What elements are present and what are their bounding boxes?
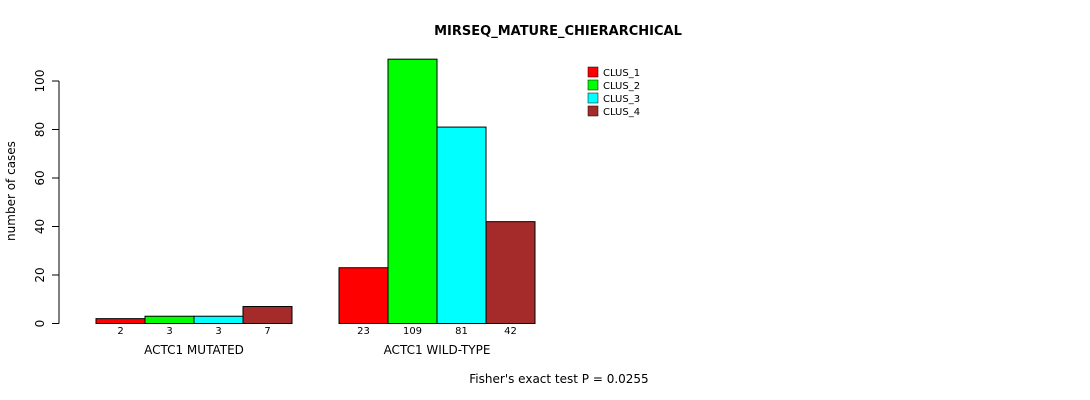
y-tick-label: 40 bbox=[33, 219, 47, 234]
bar-value-label: 81 bbox=[455, 326, 468, 337]
group-label-2: ACTC1 WILD-TYPE bbox=[384, 343, 491, 357]
fisher-test-footnote: Fisher's exact test P = 0.0255 bbox=[469, 372, 648, 386]
y-tick-label: 60 bbox=[33, 170, 47, 185]
legend-swatch bbox=[587, 66, 599, 78]
legend-label: CLUS_1 bbox=[603, 68, 640, 79]
y-axis-label: number of cases bbox=[4, 141, 18, 241]
bar-value-label: 42 bbox=[504, 326, 517, 337]
y-tick-label: 0 bbox=[33, 320, 47, 328]
bar-clus-1-group-1 bbox=[95, 318, 146, 324]
bars bbox=[95, 58, 536, 325]
bar-clus-1-group-2 bbox=[338, 267, 389, 325]
y-tick-label: 100 bbox=[33, 70, 47, 93]
bar-value-label: 7 bbox=[264, 326, 270, 337]
group-labels: ACTC1 MUTATED ACTC1 WILD-TYPE bbox=[144, 343, 490, 357]
legend: CLUS_1 CLUS_2 CLUS_3 CLUS_4 bbox=[587, 66, 640, 118]
bar-value-label: 3 bbox=[166, 326, 172, 337]
bar-clus-2-group-2 bbox=[387, 58, 438, 325]
bar-clus-2-group-1 bbox=[144, 315, 195, 325]
legend-label: CLUS_4 bbox=[603, 107, 640, 118]
legend-swatch bbox=[587, 79, 599, 91]
bar-clus-4-group-2 bbox=[485, 221, 536, 324]
bar-value-label: 23 bbox=[357, 326, 370, 337]
chart-title: MIRSEQ_MATURE_CHIERARCHICAL bbox=[434, 24, 682, 39]
legend-swatch bbox=[587, 92, 599, 104]
bar-clus-3-group-1 bbox=[193, 315, 244, 325]
bar-clus-4-group-1 bbox=[242, 306, 293, 324]
bar-value-label: 109 bbox=[403, 326, 422, 337]
legend-label: CLUS_2 bbox=[603, 81, 640, 92]
group-label-1: ACTC1 MUTATED bbox=[144, 343, 244, 357]
y-tick-label: 80 bbox=[33, 122, 47, 137]
y-axis: 0 20 40 60 80 100 bbox=[33, 70, 60, 328]
legend-label: CLUS_3 bbox=[603, 94, 640, 105]
bar-value-label: 3 bbox=[215, 326, 221, 337]
legend-swatch bbox=[587, 105, 599, 117]
y-tick-label: 20 bbox=[33, 267, 47, 282]
value-labels: 2 3 3 7 23 109 81 42 bbox=[117, 326, 517, 337]
bar-value-label: 2 bbox=[117, 326, 123, 337]
bar-clus-3-group-2 bbox=[436, 126, 487, 324]
